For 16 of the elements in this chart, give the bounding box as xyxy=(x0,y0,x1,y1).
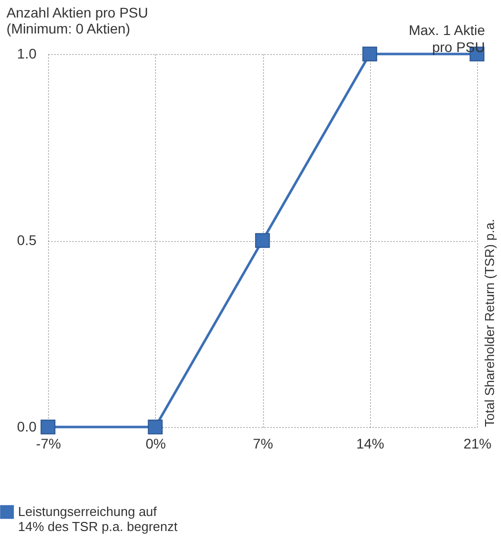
x-tick-label: 0% xyxy=(146,436,166,452)
y-tick-label: 0.5 xyxy=(17,232,37,248)
y-axis-title: Anzahl Aktien pro PSU (Minimum: 0 Aktien) xyxy=(6,4,148,36)
annotation: Max. 1 Aktie pro PSU xyxy=(408,22,486,55)
x-tick-label: 14% xyxy=(356,436,384,452)
x-tick-label: 21% xyxy=(463,436,492,452)
point xyxy=(148,420,163,434)
point xyxy=(255,233,270,248)
legend-label: Leistungserreichung auf 14% des TSR p.a. begrenzt xyxy=(18,504,178,534)
point xyxy=(362,46,378,62)
text: Total Shareholder Return (TSR) p.a. xyxy=(482,218,497,427)
y-tick-label: 1.0 xyxy=(17,46,37,62)
point xyxy=(40,420,56,434)
y-tick-label: 0.0 xyxy=(17,418,37,434)
x-tick-label: 7% xyxy=(252,436,274,452)
x-tick-label: -7% xyxy=(36,436,61,452)
